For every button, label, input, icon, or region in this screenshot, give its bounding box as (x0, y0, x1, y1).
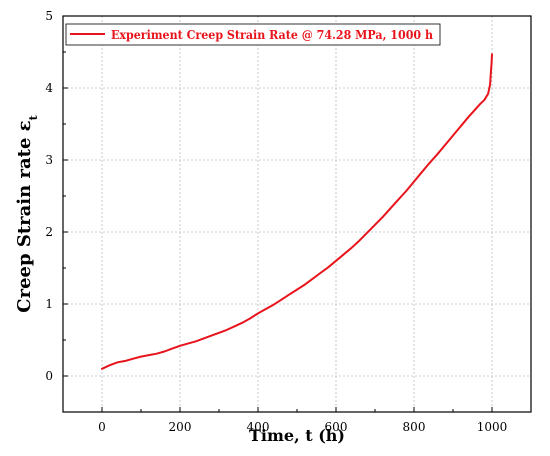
x-tick-label: 800 (403, 420, 426, 434)
x-tick-label: 200 (169, 420, 192, 434)
y-tick-label: 2 (45, 225, 53, 239)
axis-ticks: 0 200 400 600 800 1000 0 1 2 3 4 5 (45, 9, 532, 434)
y-tick-label: 5 (45, 9, 53, 23)
grid-lines (63, 15, 531, 412)
y-axis-title: Creep Strain rate εt (14, 114, 40, 312)
plot-frame (62, 15, 532, 413)
x-tick-label: 600 (325, 420, 348, 434)
y-tick-label: 1 (45, 297, 53, 311)
x-tick-label: 400 (247, 420, 270, 434)
y-tick-label: 4 (45, 81, 53, 95)
y-axis-title-subscript: t (27, 114, 40, 120)
series-layer (101, 53, 493, 370)
x-tick-label: 0 (98, 420, 106, 434)
legend-label: Experiment Creep Strain Rate @ 74.28 MPa… (111, 27, 433, 42)
y-tick-label: 0 (45, 369, 53, 383)
legend: Experiment Creep Strain Rate @ 74.28 MPa… (65, 23, 441, 46)
x-axis-title: Time, t (h) (249, 426, 345, 445)
x-tick-label: 1000 (477, 420, 508, 434)
series-line (101, 53, 493, 370)
legend-box (65, 23, 441, 46)
y-tick-label: 3 (45, 153, 53, 167)
y-axis-title-main: Creep Strain rate ε (14, 120, 35, 312)
